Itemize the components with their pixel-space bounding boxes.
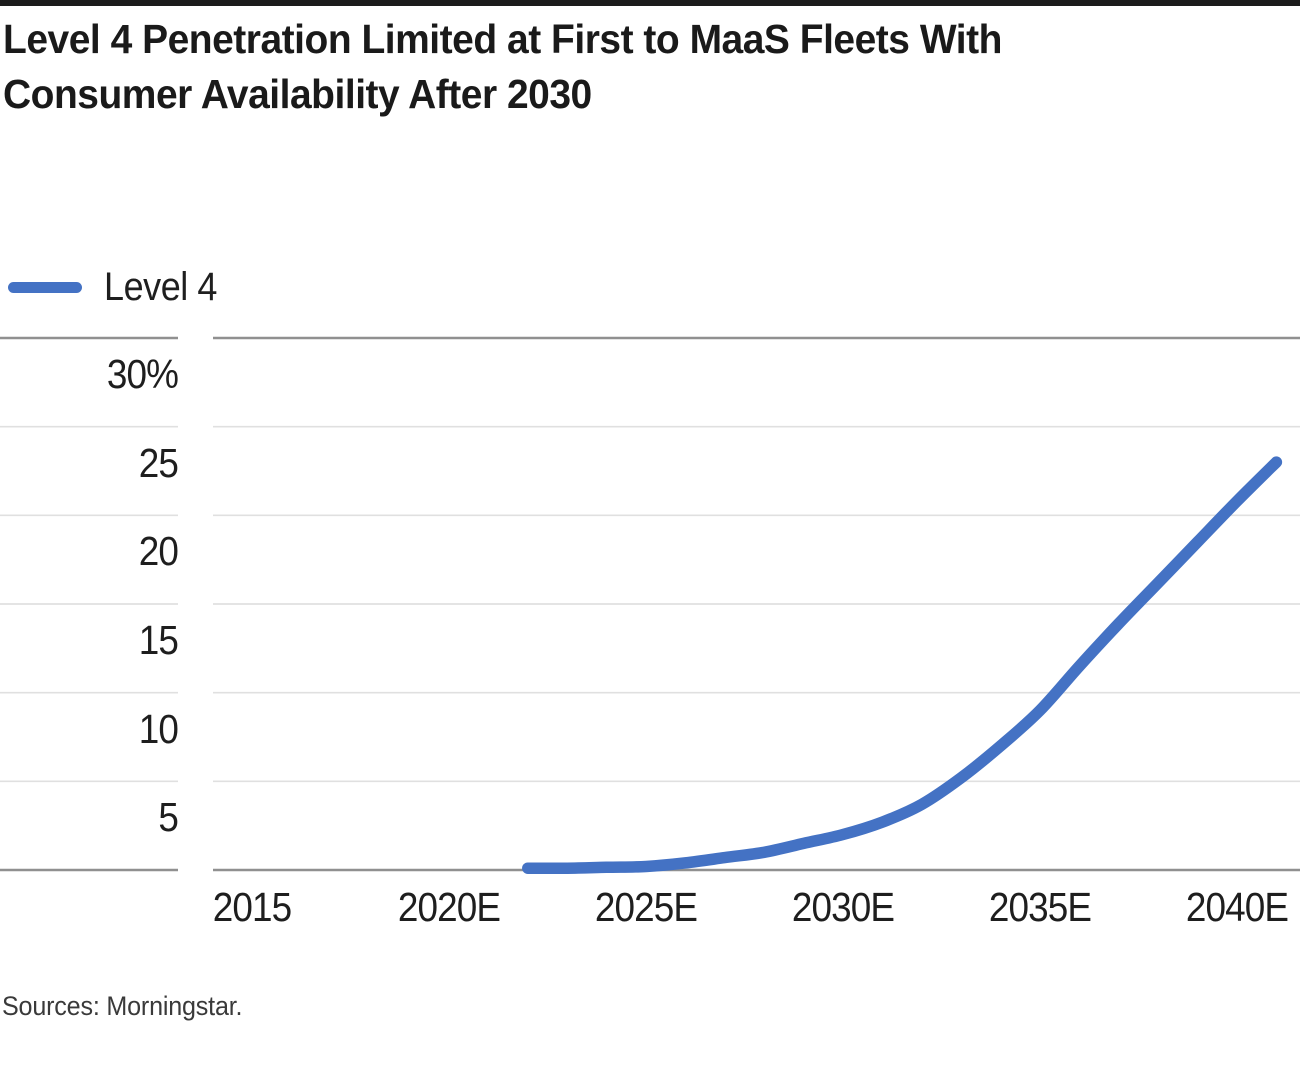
y-tick-label: 25 [138, 439, 179, 486]
legend-label: Level 4 [104, 264, 217, 309]
y-tick-label: 10 [138, 705, 179, 752]
top-rule [0, 0, 1300, 6]
y-tick-label: 20 [138, 528, 179, 575]
y-tick-label: 30% [106, 351, 179, 397]
legend-line-swatch [8, 281, 82, 293]
x-tick-label: 2030E [791, 884, 895, 930]
source-note: Sources: Morningstar. [2, 991, 243, 1021]
chart-title-line-1: Level 4 Penetration Limited at First to … [3, 16, 1002, 62]
x-tick-label: 2035E [988, 884, 1092, 930]
chart-title-line-2: Consumer Availability After 2030 [3, 71, 592, 117]
legend: Level 4 [8, 264, 229, 310]
y-tick-label: 5 [158, 794, 179, 841]
chart-title: Level 4 Penetration Limited at First to … [3, 12, 1002, 122]
series-line-level-4 [522, 456, 1283, 875]
x-tick-label: 2040E [1185, 884, 1289, 930]
y-tick-label: 15 [138, 617, 179, 663]
x-tick-label: 2025E [594, 884, 698, 930]
x-tick-label: 2015 [212, 884, 292, 930]
x-tick-label: 2020E [397, 884, 501, 930]
